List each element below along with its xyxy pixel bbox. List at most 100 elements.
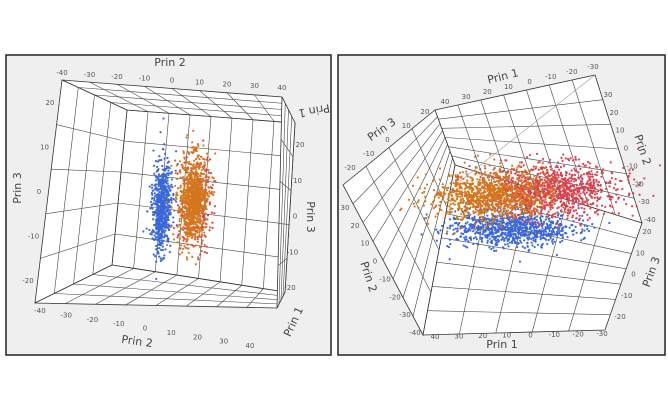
data-point — [184, 189, 187, 192]
grid-line — [133, 111, 149, 269]
data-point — [167, 228, 171, 232]
data-point — [485, 207, 488, 210]
data-point — [448, 258, 451, 261]
data-point — [416, 201, 419, 204]
data-point — [470, 199, 474, 203]
data-point — [614, 178, 617, 181]
data-point — [201, 239, 204, 242]
data-point — [486, 214, 489, 217]
data-point — [175, 164, 178, 167]
data-point — [474, 211, 477, 214]
data-point — [533, 174, 536, 177]
data-point — [155, 215, 158, 218]
data-point — [172, 226, 175, 230]
data-point — [533, 207, 537, 211]
data-point — [532, 168, 535, 171]
data-point — [199, 218, 202, 222]
data-point — [583, 207, 586, 210]
data-point — [441, 183, 444, 186]
data-point — [514, 182, 517, 186]
data-point — [505, 209, 508, 212]
data-point — [455, 178, 458, 182]
data-point — [493, 206, 496, 209]
grid-line — [448, 146, 627, 174]
data-point — [192, 204, 196, 207]
data-point — [201, 172, 204, 175]
data-point — [188, 194, 191, 197]
data-point — [528, 228, 532, 231]
data-point — [571, 223, 574, 227]
data-point — [508, 188, 511, 192]
data-point — [516, 173, 519, 177]
data-point — [501, 211, 504, 214]
data-point — [532, 239, 535, 242]
data-point — [579, 192, 582, 195]
data-point — [570, 192, 573, 195]
data-point — [179, 244, 183, 247]
data-point — [448, 212, 451, 215]
data-point — [182, 226, 185, 229]
data-point — [463, 215, 466, 218]
data-point — [142, 230, 145, 233]
data-point — [519, 174, 522, 177]
data-point — [544, 181, 548, 184]
data-point — [168, 193, 171, 197]
data-point — [495, 249, 498, 252]
data-point — [432, 189, 436, 192]
data-point — [194, 244, 197, 247]
data-point — [501, 219, 504, 222]
data-point — [480, 173, 483, 176]
data-point — [190, 197, 194, 200]
data-point — [485, 225, 488, 228]
data-point — [556, 166, 560, 169]
data-point — [199, 209, 202, 212]
data-point — [560, 209, 563, 213]
data-point — [164, 178, 167, 181]
data-point — [463, 187, 466, 190]
data-point — [547, 161, 550, 164]
data-point — [575, 217, 578, 220]
data-point — [559, 233, 562, 236]
data-point — [436, 212, 439, 215]
data-point — [559, 200, 562, 203]
data-point — [511, 221, 514, 224]
data-point — [493, 226, 496, 229]
data-point — [571, 177, 575, 181]
data-point — [504, 243, 507, 246]
data-point — [472, 204, 475, 207]
data-point — [550, 199, 553, 203]
data-point — [188, 197, 191, 201]
data-point — [518, 202, 522, 205]
data-point — [490, 239, 494, 242]
data-point — [528, 177, 532, 180]
data-point — [509, 202, 512, 205]
data-point — [504, 159, 508, 162]
data-point — [213, 205, 217, 208]
data-point — [609, 181, 612, 185]
data-point — [501, 236, 505, 239]
data-point — [574, 198, 577, 201]
data-point — [181, 167, 185, 170]
data-point — [478, 216, 481, 219]
data-point — [505, 193, 508, 196]
data-point — [492, 214, 495, 218]
data-point — [562, 206, 565, 209]
data-point — [526, 176, 529, 179]
data-point — [532, 182, 535, 185]
data-point — [454, 227, 457, 230]
data-point — [554, 212, 557, 215]
tick-label: 20 — [46, 99, 55, 107]
data-point — [511, 240, 514, 244]
data-point — [566, 188, 569, 191]
data-point — [167, 201, 170, 204]
data-point — [208, 203, 211, 206]
data-point — [593, 186, 596, 189]
data-point — [167, 160, 170, 163]
data-point — [424, 195, 427, 198]
data-point — [499, 210, 502, 213]
data-point — [146, 210, 149, 213]
data-point — [608, 185, 611, 188]
data-point — [609, 180, 612, 183]
data-point — [609, 161, 612, 164]
data-point — [462, 232, 465, 236]
